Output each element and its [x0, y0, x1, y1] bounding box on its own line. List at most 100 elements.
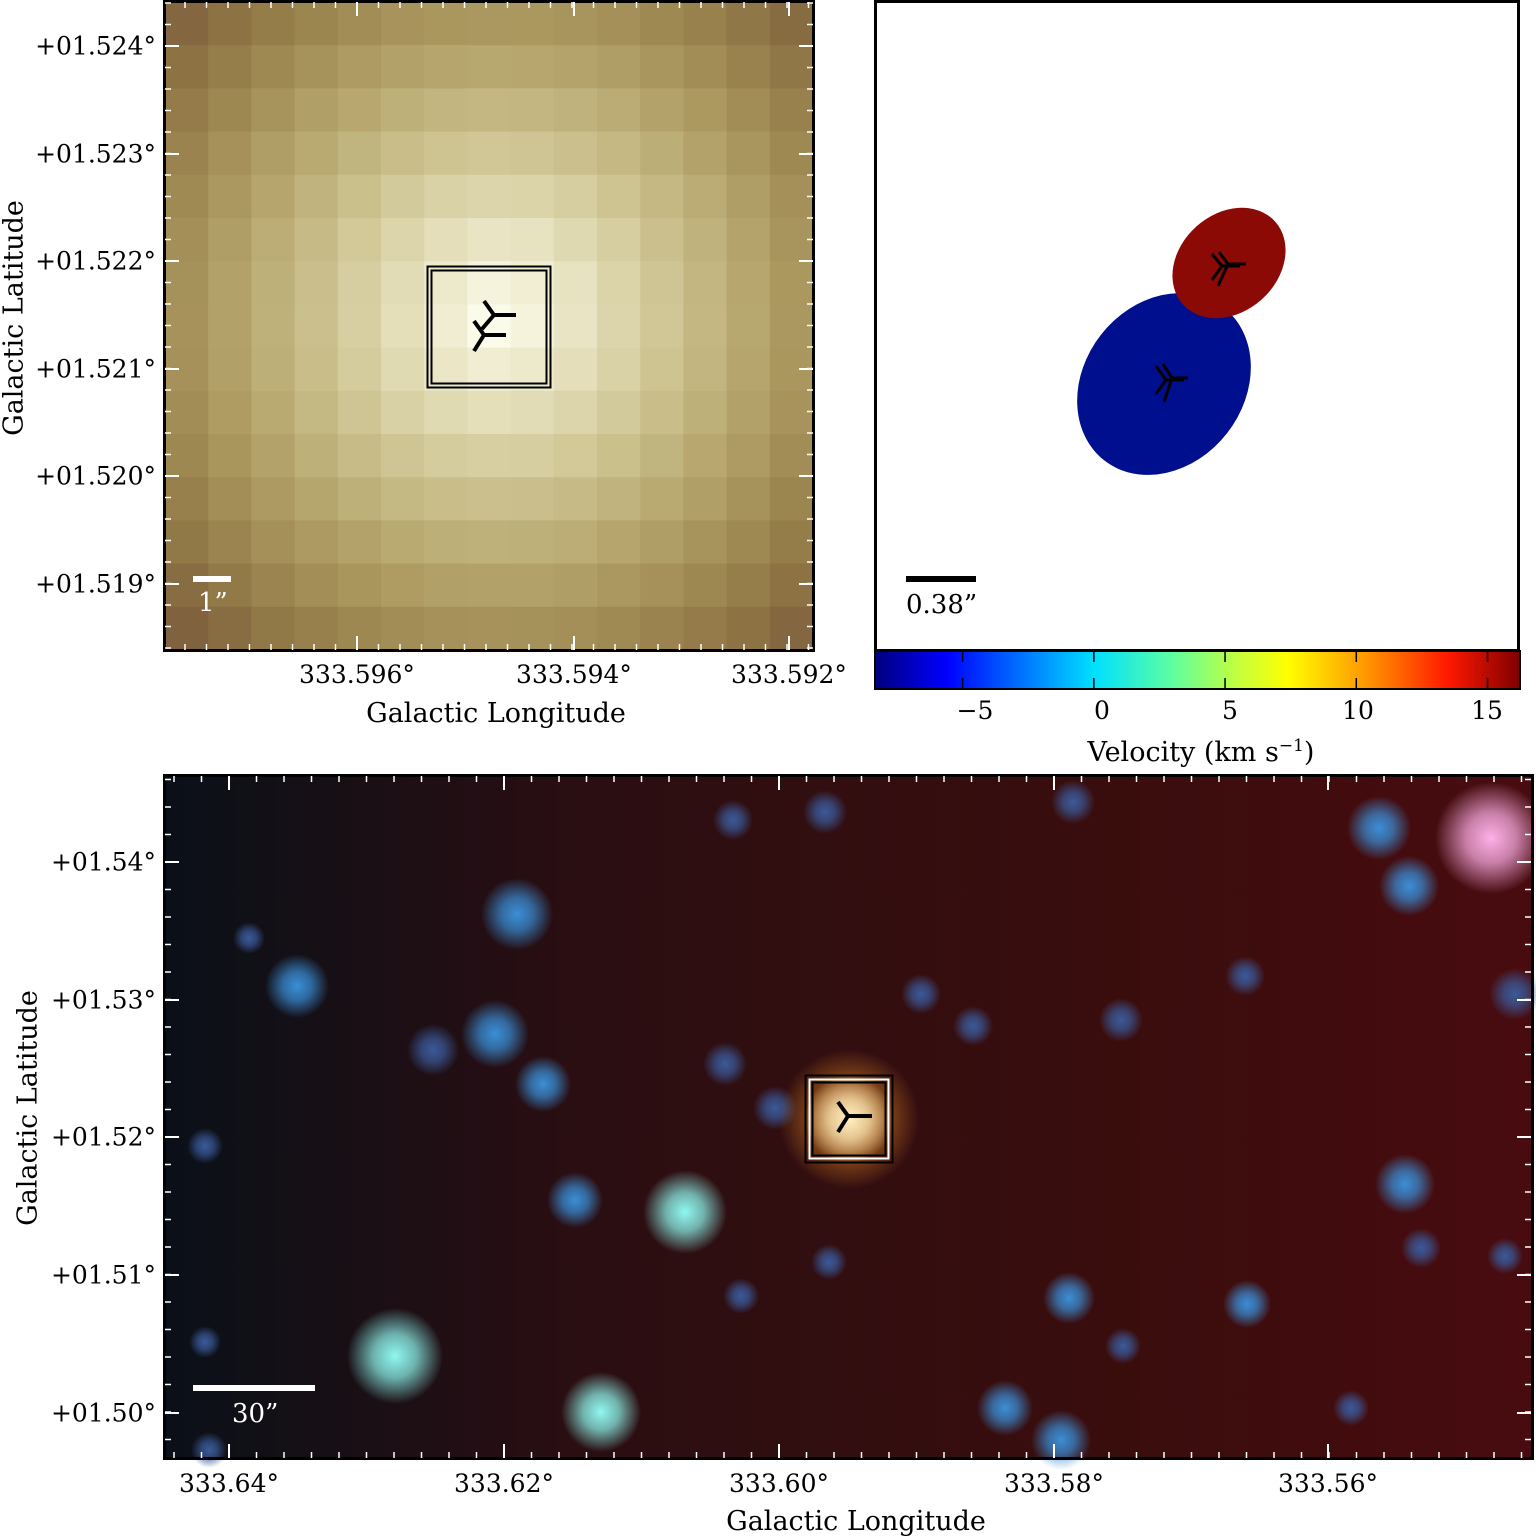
image-pixel: [597, 520, 641, 565]
image-pixel: [640, 434, 684, 478]
image-pixel: [597, 390, 641, 435]
image-pixel: [640, 218, 684, 262]
image-pixel: [769, 606, 814, 651]
top-left-ticks: [165, 2, 813, 650]
image-pixel: [769, 434, 814, 478]
top-right-scale-bar: [906, 576, 976, 582]
image-pixel: [208, 477, 252, 521]
image-pixel: [424, 218, 468, 262]
image-pixel: [251, 347, 296, 392]
image-pixel: [726, 174, 771, 219]
star: [561, 1372, 641, 1452]
image-pixel: [337, 304, 382, 349]
top-left-y-tick-label: +01.522°: [35, 246, 156, 276]
bottom-target-box: [804, 1074, 894, 1164]
image-pixel: [597, 304, 641, 349]
image-pixel: [381, 477, 425, 521]
image-pixel: [683, 174, 728, 219]
image-pixel: [208, 606, 252, 651]
star: [953, 1006, 993, 1046]
bottom-y-axis-title: Galactic Latitude: [12, 990, 44, 1226]
image-pixel: [553, 390, 598, 435]
velocity-map: [874, 0, 1520, 652]
image-pixel: [510, 606, 555, 651]
top-left-y-tick-label: +01.519°: [35, 569, 156, 599]
image-pixel: [467, 261, 512, 305]
colorbar-title-text: Velocity (km s: [1087, 737, 1279, 768]
image-pixel: [208, 174, 252, 219]
colorbar-ticks: [961, 652, 1489, 688]
colorbar-tick-label: 15: [1471, 696, 1503, 725]
colorbar-tick-label: −5: [956, 696, 994, 725]
image-pixel: [165, 88, 209, 133]
bottom-scale-bar: [193, 1385, 315, 1391]
image-pixel: [424, 131, 468, 176]
image-pixel: [597, 174, 641, 219]
colorbar-title-end: ): [1303, 737, 1315, 768]
top-right-scale-bar-label: 0.38”: [906, 590, 978, 620]
image-pixel: [769, 2, 814, 46]
image-pixel: [683, 2, 728, 46]
image-pixel: [467, 434, 512, 478]
image-pixel: [165, 477, 209, 521]
bottom-y-tick-label: +01.53°: [50, 985, 156, 1015]
image-pixel: [251, 261, 296, 305]
image-pixel: [726, 390, 771, 435]
image-pixel: [294, 606, 339, 651]
image-pixel: [467, 390, 512, 435]
star: [233, 922, 265, 954]
image-pixel: [165, 174, 209, 219]
image-pixel: [683, 88, 728, 133]
image-pixel: [597, 477, 641, 521]
image-pixel: [294, 2, 339, 46]
velocity-colorbar: [874, 650, 1521, 690]
image-pixel: [510, 174, 555, 219]
image-pixel: [337, 563, 382, 608]
image-pixel: [683, 520, 728, 565]
image-pixel: [208, 304, 252, 349]
image-pixel: [208, 390, 252, 435]
image-pixel: [640, 520, 684, 565]
top-left-target-box: [426, 265, 552, 389]
image-pixel: [769, 304, 814, 349]
image-pixel: [640, 131, 684, 176]
image-pixel: [467, 88, 512, 133]
star: [1051, 780, 1095, 824]
image-pixel: [337, 347, 382, 392]
image-pixel: [337, 390, 382, 435]
image-pixel: [294, 174, 339, 219]
image-pixel: [165, 606, 209, 651]
bottom-frame: [163, 774, 1534, 1460]
image-pixel: [640, 2, 684, 46]
image-pixel: [510, 520, 555, 565]
top-left-y-tick-label: +01.520°: [35, 461, 156, 491]
star: [1099, 998, 1143, 1042]
image-pixel: [510, 434, 555, 478]
star: [723, 1278, 759, 1314]
top-left-frame: [163, 0, 815, 652]
image-pixel: [683, 347, 728, 392]
top-left-x-tick-label: 333.594°: [516, 660, 632, 689]
bottom-x-tick-label: 333.56°: [1278, 1469, 1378, 1498]
bottom-y-tick-label: +01.52°: [50, 1122, 156, 1152]
star: [515, 1056, 571, 1112]
image-pixel: [553, 606, 598, 651]
image-pixel: [251, 174, 296, 219]
image-pixel: [381, 304, 425, 349]
image-pixel: [726, 2, 771, 46]
image-pixel: [467, 477, 512, 521]
image-pixel: [337, 261, 382, 305]
image-pixel: [510, 563, 555, 608]
image-pixel: [337, 2, 382, 46]
image-pixel: [251, 2, 296, 46]
image-pixel: [553, 261, 598, 305]
image-pixel: [381, 347, 425, 392]
image-pixel: [683, 131, 728, 176]
image-pixel: [208, 520, 252, 565]
star: [1489, 968, 1536, 1020]
image-pixel: [165, 520, 209, 565]
image-pixel: [467, 174, 512, 219]
image-pixel: [640, 390, 684, 435]
image-pixel: [165, 434, 209, 478]
image-pixel: [683, 218, 728, 262]
